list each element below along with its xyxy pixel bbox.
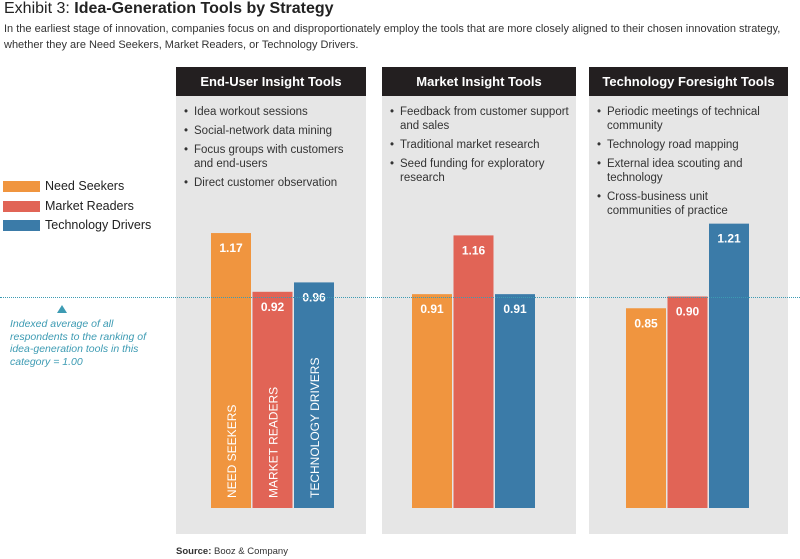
bar-need-seekers-technology-foresight-tools [626,308,666,508]
legend-swatch [3,181,40,192]
panel-title: Technology Foresight Tools [589,67,788,96]
tool-item: Idea workout sessions [184,105,364,119]
panel-title: Market Insight Tools [382,67,576,96]
data-label: 0.91 [503,302,527,316]
data-label: 1.21 [717,232,741,246]
data-label: 0.92 [261,300,285,314]
bar-series-label: NEED SEEKERS [225,405,239,498]
bar-market-readers-market-insight-tools [453,235,494,508]
bar-need-seekers-market-insight-tools [412,294,452,508]
panel-title: End-User Insight Tools [176,67,366,96]
exhibit-label: Exhibit 3: [4,0,75,17]
legend-label: Need Seekers [45,179,125,193]
up-arrow-icon [57,305,67,313]
legend-label: Market Readers [45,198,134,213]
legend-swatch [3,220,40,231]
data-label: 0.90 [676,305,700,319]
tool-list: Idea workout sessions Social-network dat… [184,105,364,195]
chart-subtitle: In the earliest stage of innovation, com… [4,23,781,51]
tool-item: Direct customer observation [184,176,364,190]
data-label: 0.91 [420,302,444,316]
tool-item: Feedback from customer support and sales [390,105,570,133]
bar-market-readers-end-user-insight-tools [252,291,293,508]
source-note: Source: Booz & Company [176,546,288,557]
tool-item: Traditional market research [390,138,570,152]
source-text: Booz & Company [211,546,288,557]
legend-swatch [3,200,40,212]
bar-technology-drivers-market-insight-tools [495,294,535,508]
legend-label: Technology Drivers [45,218,152,232]
bar-technology-drivers-technology-foresight-tools [709,223,749,508]
tool-item: Seed funding for exploratory research [390,157,570,185]
bar-series-label: TECHNOLOGY DRIVERS [308,358,322,498]
bar-series-label: MARKET READERS [267,387,281,498]
average-note: Indexed average of all respondents to th… [10,318,147,368]
chart-title: Exhibit 3: Idea-Generation Tools by Stra… [4,0,334,18]
data-label: 0.85 [634,316,658,330]
tool-list: Feedback from customer support and sales… [390,105,570,190]
data-label: 1.17 [219,241,243,255]
tool-item: Social-network data mining [184,124,364,138]
bar-market-readers-technology-foresight-tools [667,296,708,508]
tool-item: External idea scouting and technology [597,157,772,185]
data-label: 1.16 [462,243,486,257]
tool-item: Technology road mapping [597,138,772,152]
bar-technology-drivers-end-user-insight-tools [294,282,334,508]
tool-item: Focus groups with customers and end-user… [184,143,364,171]
title-text: Idea-Generation Tools by Strategy [74,0,334,17]
tool-item: Cross-business unit communities of pract… [597,190,772,218]
bar-need-seekers-end-user-insight-tools [211,233,251,509]
tool-list: Periodic meetings of technical community… [597,105,772,223]
tool-item: Periodic meetings of technical community [597,105,772,133]
source-label: Source: [176,546,212,557]
average-reference-line [0,297,800,298]
